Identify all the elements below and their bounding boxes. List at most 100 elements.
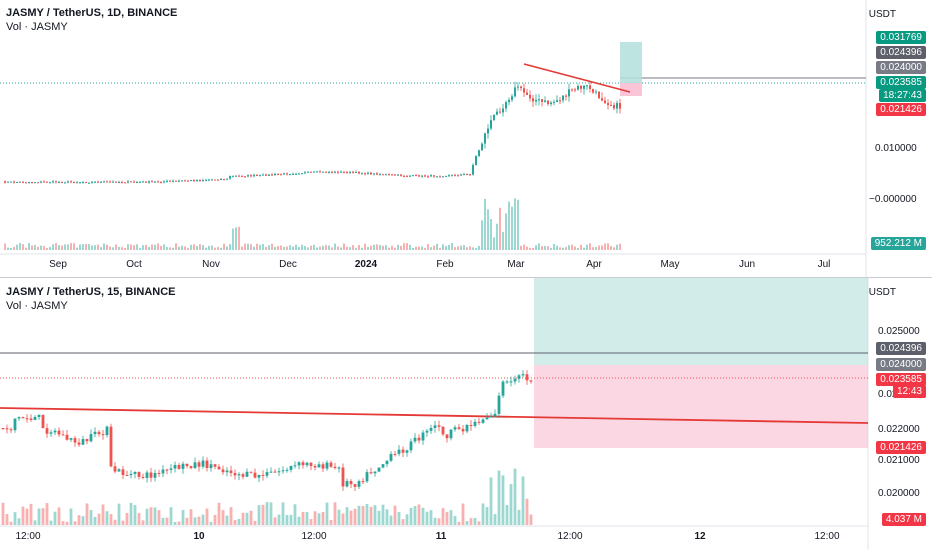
intraday-volume-bar [237,518,241,525]
daily-candle [259,174,261,176]
intraday-candle [165,469,169,471]
daily-volume-bar [55,243,57,250]
daily-candle [232,175,234,177]
intraday-volume-bar [9,521,13,525]
daily-volume-bar [265,246,267,250]
daily-currency-label[interactable]: USDT [868,9,896,20]
intraday-candle [381,464,385,468]
intraday-candle [21,417,25,419]
intraday-candle [457,427,461,430]
intraday-candle [529,380,533,382]
daily-candle [322,171,324,173]
intraday-chart-canvas[interactable] [0,278,932,550]
intraday-volume-bar [489,477,493,525]
daily-candle [46,181,48,183]
daily-chart-canvas[interactable] [0,0,932,278]
intraday-candle [309,462,313,467]
intraday-volume-bar [525,498,529,525]
daily-volume-bar [403,243,405,250]
intraday-volume-bar [349,510,353,525]
intraday-volume-bar [245,512,249,525]
daily-candle [268,174,270,176]
daily-volume-bar [559,247,561,250]
intraday-candle [433,425,437,428]
daily-candle [508,99,510,103]
intraday-volume-bar [377,510,381,525]
intraday-currency-label[interactable]: USDT [868,287,896,298]
intraday-level-b-badge: 0.024000 [876,358,926,371]
daily-volume-bar [295,244,297,250]
daily-volume-bar [496,223,498,250]
daily-volume-bar [19,243,21,250]
daily-volume-bar [604,243,606,250]
intraday-candle [481,419,485,423]
intraday-x-tick: 12:00 [557,531,583,542]
daily-volume-bar [28,243,30,250]
daily-volume-legend[interactable]: Vol · JASMY [6,21,68,33]
intraday-y-tick: 0.022000 [878,424,920,435]
daily-candle [208,179,210,181]
intraday-volume-bar [529,514,533,525]
intraday-candle [13,418,17,431]
daily-candle [367,172,369,174]
daily-volume-bar [109,246,111,250]
daily-candle [553,101,555,103]
daily-candle [565,95,567,97]
intraday-chart-pane[interactable]: JASMY / TetherUS, 15, BINANCE Vol · JASM… [0,278,932,550]
daily-volume-bar [247,243,249,250]
daily-symbol-title[interactable]: JASMY / TetherUS, 1D, BINANCE [6,7,178,19]
daily-volume-bar [307,247,309,250]
intraday-volume-bar [465,521,469,525]
daily-volume-bar [118,246,120,250]
daily-candle [112,181,114,183]
intraday-volume-bar [213,514,217,525]
intraday-candle [157,473,161,475]
daily-candle [610,104,612,106]
intraday-candle [109,426,113,467]
daily-candle [595,91,597,93]
daily-candle [424,175,426,177]
intraday-volume-bar [73,521,77,525]
intraday-volume-bar [297,516,301,525]
daily-volume-bar [199,244,201,250]
intraday-x-tick: 12:00 [814,531,840,542]
daily-candle [241,175,243,177]
intraday-candle [277,471,281,473]
daily-candle [475,155,477,165]
daily-candle [505,102,507,109]
daily-candle [157,181,159,183]
intraday-volume-bar [169,507,173,525]
daily-candle [106,181,108,183]
intraday-candle [17,417,21,419]
daily-volume-bar [106,244,108,250]
daily-candle [352,171,354,173]
daily-chart-pane[interactable]: JASMY / TetherUS, 1D, BINANCE Vol · JASM… [0,0,932,278]
daily-volume-bar [154,244,156,250]
intraday-volume-bar [21,506,25,525]
intraday-volume-bar [173,521,177,525]
daily-candle [196,180,198,182]
daily-volume-bar [133,245,135,250]
intraday-symbol-title[interactable]: JASMY / TetherUS, 15, BINANCE [6,286,176,298]
intraday-volume-bar [13,512,17,525]
intraday-candle [177,465,181,469]
intraday-volume-legend[interactable]: Vol · JASMY [6,300,68,312]
intraday-candle [365,472,369,482]
daily-volume-bar [292,246,294,250]
daily-candle [556,100,558,102]
daily-candle [55,181,57,183]
intraday-volume-bar [113,519,117,525]
daily-candle [109,181,111,183]
intraday-candle [181,463,185,469]
intraday-volume-bar [477,521,481,525]
daily-candle [559,100,561,102]
daily-volume-bar [406,243,408,250]
intraday-candle [321,464,325,469]
intraday-volume-bar [189,509,193,525]
daily-candle [154,181,156,183]
daily-volume-bar [424,247,426,250]
daily-volume-bar [583,247,585,250]
daily-candle [337,171,339,173]
daily-candle [493,114,495,121]
daily-candle [382,174,384,176]
